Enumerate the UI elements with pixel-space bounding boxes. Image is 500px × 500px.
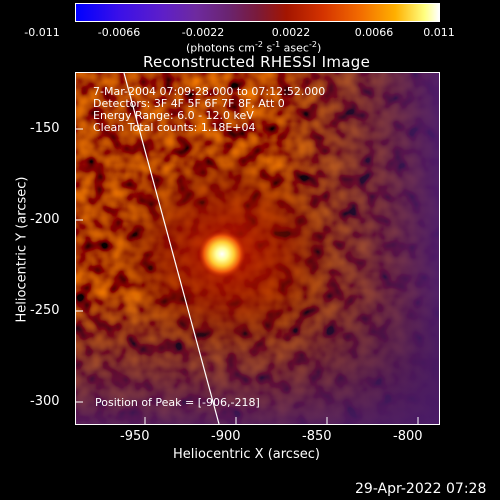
colorbar-tick: -0.0022 [181, 26, 225, 39]
footer-timestamp: 29-Apr-2022 07:28 [355, 481, 487, 497]
x-axis-label: Heliocentric X (arcsec) [173, 447, 320, 462]
y-tick-marks [75, 128, 83, 403]
colorbar-tick: -0.0066 [97, 26, 141, 39]
colorbar [75, 3, 440, 22]
peak-position-label: Position of Peak = [-906,-218] [95, 396, 260, 409]
info-time-range: 7-Mar-2004 07:09:28.000 to 07:12:52.000 [93, 85, 326, 98]
colorbar-tick: 0.0066 [354, 26, 394, 39]
source-peak [198, 230, 246, 278]
y-tick-label: -300 [30, 394, 60, 409]
unit-text: s [262, 41, 273, 55]
rhessi-image [75, 72, 440, 425]
unit-sup: -2 [254, 40, 263, 49]
y-tick-label: -250 [30, 303, 60, 318]
unit-sup: -2 [308, 40, 317, 49]
info-detectors: Detectors: 3F 4F 5F 6F 7F 8F, Att 0 [93, 97, 285, 110]
x-tick-label: -900 [211, 429, 241, 444]
unit-sup: -1 [272, 40, 281, 49]
colorbar-tick: -0.011 [24, 26, 60, 39]
colorbar-unit-label: (photons cm-2 s-1 asec-2) [186, 39, 321, 55]
y-axis-label: Heliocentric Y (arcsec) [14, 176, 30, 323]
unit-text: ) [316, 41, 322, 55]
colorbar-tick: 0.011 [423, 26, 455, 39]
info-counts: Clean Total counts: 1.18E+04 [93, 121, 256, 134]
y-tick-label: -200 [30, 212, 60, 227]
x-tick-marks [144, 417, 419, 425]
unit-text: (photons cm [186, 41, 255, 55]
x-tick-label: -950 [120, 429, 150, 444]
x-tick-label: -850 [302, 429, 332, 444]
y-tick-label: -150 [30, 121, 60, 136]
info-block: 7-Mar-2004 07:09:28.000 to 07:12:52.000 … [93, 86, 325, 134]
colorbar-tick: 0.0022 [271, 26, 311, 39]
unit-text: asec [280, 41, 309, 55]
info-energy-range: Energy Range: 6.0 - 12.0 keV [93, 109, 254, 122]
plot-title: Reconstructed RHESSI Image [143, 53, 371, 71]
solar-limb-line [123, 73, 220, 424]
x-tick-label: -800 [393, 429, 423, 444]
